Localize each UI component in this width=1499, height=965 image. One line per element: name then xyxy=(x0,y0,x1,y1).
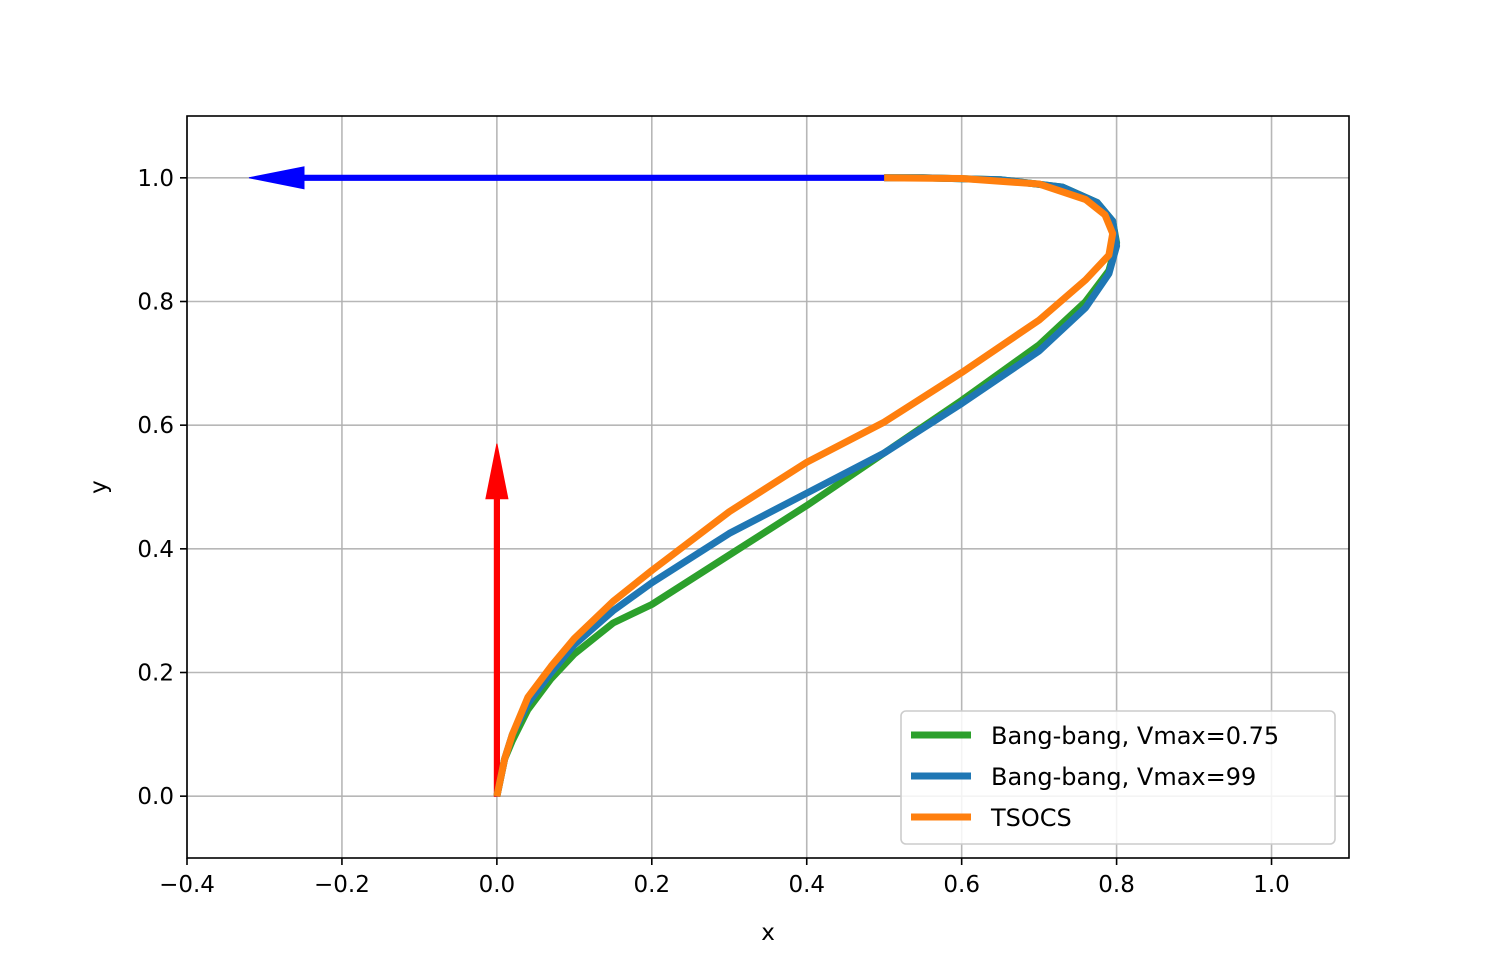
x-tick-label: 1.0 xyxy=(1253,872,1290,898)
y-tick-label: 0.6 xyxy=(137,413,174,439)
legend-label: Bang-bang, Vmax=0.75 xyxy=(991,722,1279,750)
legend-label: TSOCS xyxy=(990,804,1072,832)
axis-ticks: −0.4 −0.2 0.0 0.2 0.4 0.6 0.8 1.0 0.0 0.2 0.4 0.6 0.… xyxy=(137,166,1289,898)
legend-box xyxy=(900,710,1336,845)
start-direction-arrow xyxy=(485,443,509,797)
legend-label: Bang-bang, Vmax=99 xyxy=(991,763,1256,791)
end-direction-arrow xyxy=(248,166,885,190)
y-axis-label: y xyxy=(86,480,112,494)
y-tick-label: 0.0 xyxy=(137,784,174,810)
y-tick-label: 1.0 xyxy=(137,166,174,192)
y-tick-label: 0.2 xyxy=(137,661,174,687)
series-line-3 xyxy=(493,174,1117,797)
x-tick-label: 0.2 xyxy=(634,872,671,898)
series-lines xyxy=(493,174,1121,797)
x-tick-label: −0.2 xyxy=(314,872,370,898)
y-tick-label: 0.8 xyxy=(137,290,174,316)
y-tick-label: 0.4 xyxy=(137,537,174,563)
plot-frame xyxy=(186,115,1350,859)
x-tick-label: 0.8 xyxy=(1098,872,1135,898)
x-tick-label: 0.6 xyxy=(943,872,980,898)
direction-arrows xyxy=(248,166,885,797)
x-axis-label: x xyxy=(761,920,775,946)
x-tick-label: 0.4 xyxy=(788,872,825,898)
x-tick-label: 0.0 xyxy=(479,872,516,898)
legend: Bang-bang, Vmax=0.75 Bang-bang, Vmax=99 TS… xyxy=(900,710,1336,845)
x-tick-label: −0.4 xyxy=(159,872,215,898)
